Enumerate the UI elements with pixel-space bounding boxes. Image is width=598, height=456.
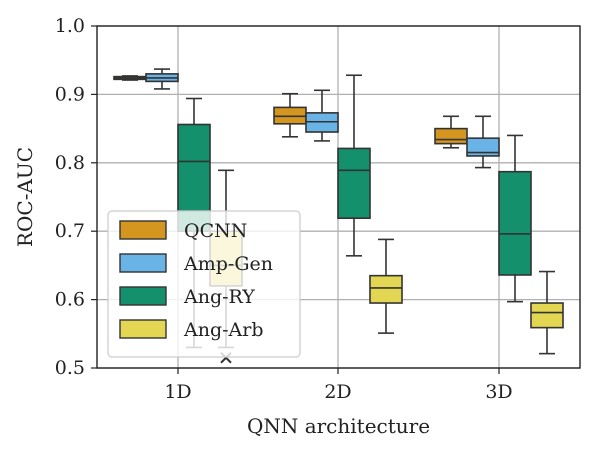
y-tick-label: 0.8 [55,152,85,174]
box-body [498,170,532,276]
legend: QCNN Amp-Gen Ang-RY Ang-Arb [107,210,301,358]
legend-label: Ang-RY [183,286,255,308]
legend-label: Amp-Gen [183,253,273,275]
box-amp-gen-2d [305,89,339,142]
box-qcnn-2d [273,92,307,138]
y-tick-label: 0.7 [55,220,85,242]
box-ang-arb-2d [369,238,403,334]
legend-swatch [119,319,167,339]
box-body [466,137,500,157]
x-tick-label: 3D [485,381,512,403]
box-ang-ry-2d [337,74,371,257]
x-tick-label: 1D [164,381,191,403]
x-tick-label: 2D [324,381,351,403]
y-tick-label: 0.9 [55,83,85,105]
box-amp-gen-1d [145,68,179,90]
y-tick-label: 0.5 [55,357,85,379]
box-ang-arb-3d [530,270,564,355]
x-axis-title: QNN architecture [247,414,430,438]
box-body [434,127,468,145]
box-body [337,147,371,220]
legend-swatch [119,220,167,240]
y-axis-title: ROC-AUC [13,147,37,247]
axis-ticks: 0.5 0.6 0.7 0.8 0.9 1.0 1D 2D 3D [55,15,513,403]
legend-swatch [119,286,167,306]
legend-swatch [119,253,167,273]
box-qcnn-1d [113,75,147,81]
box-body [369,274,403,304]
box-ang-ry-3d [498,134,532,303]
y-tick-label: 0.6 [55,289,85,311]
legend-label: Ang-Arb [183,319,264,341]
box-amp-gen-3d [466,115,500,169]
legend-label: QCNN [184,220,247,242]
box-qcnn-3d [434,115,468,149]
box-body [530,302,564,329]
y-tick-label: 1.0 [55,15,85,37]
